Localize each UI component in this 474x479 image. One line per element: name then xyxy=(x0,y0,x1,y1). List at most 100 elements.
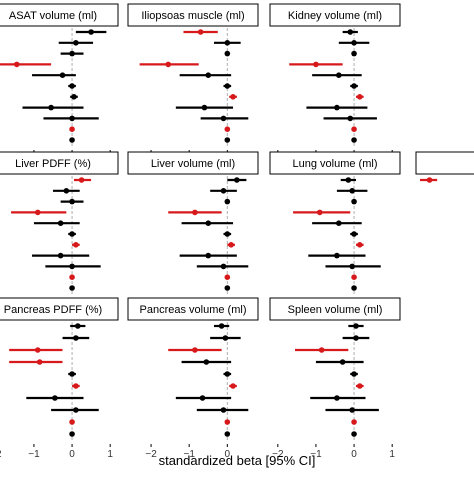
point-estimate xyxy=(69,371,75,377)
point-estimate xyxy=(73,335,79,341)
point-estimate xyxy=(234,177,240,183)
point-estimate xyxy=(336,72,342,78)
point-estimate xyxy=(224,198,231,205)
point-estimate xyxy=(349,263,355,270)
panel-title: Liver PDFF (%) xyxy=(15,158,91,170)
point-estimate xyxy=(353,323,359,329)
point-estimate xyxy=(57,220,64,226)
point-estimate xyxy=(48,104,54,111)
point-estimate xyxy=(69,50,75,57)
point-estimate xyxy=(69,198,75,205)
point-estimate xyxy=(220,115,227,122)
x-tick-label: 0 xyxy=(225,449,231,460)
panel: Liver volume (ml) xyxy=(127,151,259,294)
point-estimate xyxy=(73,242,79,248)
point-estimate xyxy=(351,137,357,143)
point-estimate xyxy=(336,220,342,226)
point-estimate xyxy=(220,188,227,194)
point-estimate xyxy=(34,209,41,216)
point-estimate xyxy=(318,347,325,353)
panel-strip xyxy=(0,151,119,175)
x-tick-label: −1 xyxy=(183,449,195,460)
panel: Kidney volume (ml)−2−101 xyxy=(269,3,401,166)
point-estimate xyxy=(224,40,231,46)
panel-title: Spleen volume (ml) xyxy=(288,304,383,316)
point-estimate xyxy=(78,177,85,183)
point-estimate xyxy=(351,371,357,377)
point-estimate xyxy=(205,72,212,78)
panel-title: Kidney volume (ml) xyxy=(288,10,382,22)
point-estimate xyxy=(351,50,357,57)
point-estimate xyxy=(69,263,75,270)
point-estimate xyxy=(201,104,208,111)
point-estimate xyxy=(197,29,204,35)
point-estimate xyxy=(192,347,198,353)
point-estimate xyxy=(426,177,433,183)
panel-strip xyxy=(127,3,259,27)
panel-title: ASAT volume (ml) xyxy=(9,10,97,22)
point-estimate xyxy=(224,126,231,132)
point-estimate xyxy=(69,431,75,437)
panel-strip xyxy=(0,297,119,321)
point-estimate xyxy=(52,395,58,401)
point-estimate xyxy=(69,274,75,281)
point-estimate xyxy=(224,371,231,377)
point-estimate xyxy=(222,335,229,341)
panel-title: Pancreas PDFF (%) xyxy=(4,304,102,316)
point-estimate xyxy=(224,231,231,237)
point-estimate xyxy=(69,126,75,132)
panel: Lung volume (ml) xyxy=(269,151,401,294)
point-estimate xyxy=(69,419,75,425)
point-estimate xyxy=(339,359,346,365)
point-estimate xyxy=(356,383,363,389)
panel-strip xyxy=(269,151,401,175)
point-estimate xyxy=(220,407,227,413)
panel: Liver PDFF (%) xyxy=(0,151,119,294)
point-estimate xyxy=(220,263,227,270)
point-estimate xyxy=(192,209,198,216)
panel-strip xyxy=(127,297,259,321)
x-tick-label: −2 xyxy=(272,449,284,460)
x-axis-title: standardized beta [95% CI] xyxy=(158,453,316,468)
point-estimate xyxy=(36,359,43,365)
point-estimate xyxy=(203,359,210,365)
point-estimate xyxy=(88,29,94,35)
point-estimate xyxy=(230,383,236,389)
point-estimate xyxy=(334,252,340,259)
panel-title: Liver volume (ml) xyxy=(151,158,235,170)
point-estimate xyxy=(351,40,357,46)
point-estimate xyxy=(224,274,231,281)
point-estimate xyxy=(73,383,79,389)
point-estimate xyxy=(34,347,41,353)
panel-title: Pancreas volume (ml) xyxy=(140,304,247,316)
panel-strip xyxy=(0,3,119,27)
point-estimate xyxy=(205,252,212,259)
panel-strip xyxy=(415,151,474,175)
point-estimate xyxy=(218,323,225,329)
point-estimate xyxy=(351,419,357,425)
point-estimate xyxy=(349,188,355,194)
x-tick-label: 1 xyxy=(389,449,395,460)
point-estimate xyxy=(205,220,212,226)
panel-title: Iliopsoas muscle (ml) xyxy=(141,10,244,22)
point-estimate xyxy=(69,231,75,237)
x-tick-label: −2 xyxy=(145,449,157,460)
point-estimate xyxy=(224,285,231,291)
point-estimate xyxy=(356,242,363,248)
point-estimate xyxy=(345,177,352,183)
point-estimate xyxy=(13,61,20,68)
point-estimate xyxy=(69,137,75,143)
x-tick-label: −2 xyxy=(0,449,2,460)
point-estimate xyxy=(347,115,354,122)
point-estimate xyxy=(224,137,231,143)
point-estimate xyxy=(353,335,359,341)
point-estimate xyxy=(224,431,231,437)
point-estimate xyxy=(351,285,357,291)
point-estimate xyxy=(63,188,70,194)
point-estimate xyxy=(224,419,231,425)
point-estimate xyxy=(334,395,340,401)
point-estimate xyxy=(351,274,357,281)
point-estimate xyxy=(351,126,357,132)
